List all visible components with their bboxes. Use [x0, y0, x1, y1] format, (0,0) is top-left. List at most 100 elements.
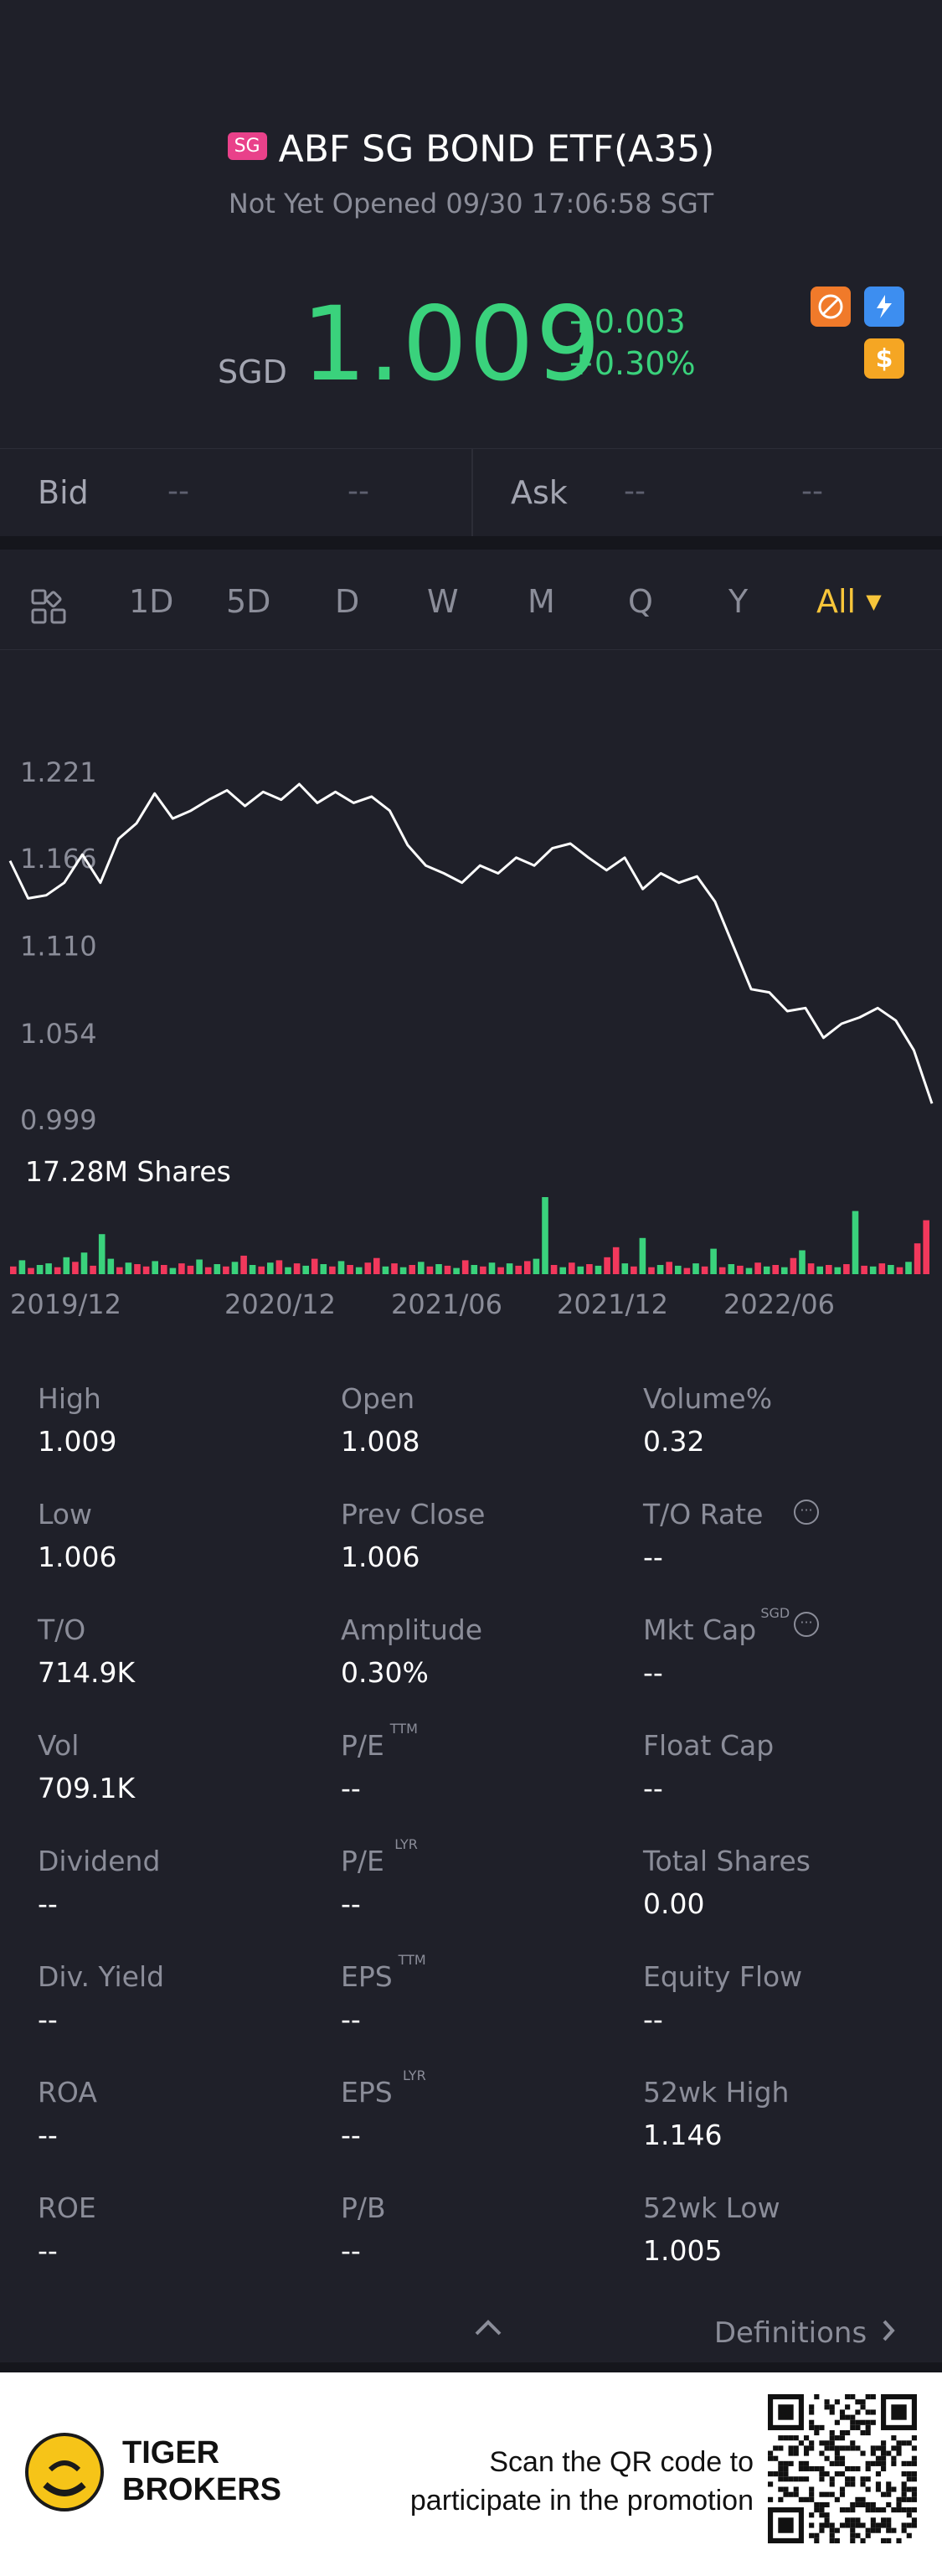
tiger-logo-icon	[25, 2433, 104, 2511]
definitions-link[interactable]: Definitions	[714, 2316, 896, 2350]
volume-bar	[772, 1265, 779, 1274]
metric-value: --	[341, 2234, 361, 2267]
volume-bar	[488, 1262, 496, 1274]
metric-label-text: ROA	[38, 2076, 97, 2109]
metric-label: EPS TTM	[341, 1952, 426, 1993]
volume-bar	[861, 1265, 867, 1274]
info-icon[interactable]: ···	[794, 1612, 819, 1637]
metric-label-text: EPS	[341, 1960, 393, 1993]
price-chart[interactable]: 1.221 1.166 1.110 1.054 0.999 17.28M Shares …	[0, 650, 942, 1337]
volume-bar	[621, 1263, 629, 1274]
volume-bar	[710, 1248, 717, 1274]
metric-label-text: Prev Close	[341, 1498, 486, 1531]
metric-label: Amplitude	[341, 1613, 482, 1646]
volume-bar	[98, 1234, 106, 1274]
metric-label-sup: SGD	[760, 1605, 790, 1621]
metric-52wk-low: 52wk Low 1.005	[643, 2191, 928, 2267]
tab-year[interactable]: Y	[728, 583, 749, 620]
metric-value: 1.006	[38, 1541, 117, 1573]
metric-label-text: Amplitude	[341, 1613, 483, 1646]
volume-bar	[63, 1257, 70, 1274]
metric-52wk-high: 52wk High 1.146	[643, 2076, 928, 2151]
chevron-up-icon[interactable]	[473, 2308, 503, 2345]
metric-label-text: Vol	[38, 1729, 80, 1762]
volume-bar	[807, 1263, 815, 1274]
volume-bar	[852, 1211, 859, 1274]
quote-header: SG ABF SG BOND ETF(A35) Not Yet Opened 09…	[0, 0, 942, 448]
lightning-icon[interactable]	[864, 287, 904, 327]
metric-label: 52wk High	[643, 2076, 789, 2109]
metric-value: --	[643, 2003, 663, 2036]
tab-5d[interactable]: 5D	[226, 583, 271, 620]
market-badge: SG	[227, 132, 267, 160]
metric-value: --	[643, 1656, 663, 1689]
tab-1d[interactable]: 1D	[129, 583, 174, 620]
volume-bar	[125, 1262, 132, 1274]
metric-label-text: 52wk High	[643, 2076, 790, 2109]
ask-panel: Ask -- --	[471, 449, 942, 537]
y-tick-label: 1.110	[20, 931, 97, 963]
brand-line-1: TIGER	[122, 2435, 220, 2470]
metric-label: 52wk Low	[643, 2191, 780, 2224]
tab-all[interactable]: All ▼	[816, 583, 882, 620]
metric-label-sup: TTM	[398, 1952, 426, 1968]
volume-bar	[54, 1267, 61, 1274]
metric-value: --	[341, 1887, 361, 1920]
volume-bar	[72, 1262, 79, 1274]
metric-roe: ROE --	[38, 2191, 322, 2267]
metric-label: Float Cap	[643, 1729, 774, 1762]
x-tick-label: 2021/06	[391, 1288, 502, 1320]
volume-bar	[763, 1266, 770, 1274]
volume-bar	[692, 1263, 699, 1274]
ask-label: Ask	[511, 474, 568, 511]
volume-label: 17.28M Shares	[25, 1155, 231, 1188]
tab-week[interactable]: W	[427, 583, 459, 620]
metric-label-text: P/E	[341, 1729, 384, 1762]
volume-bar	[869, 1266, 877, 1274]
metric-label: ROA	[38, 2076, 97, 2109]
brand-line-2: BROKERS	[122, 2472, 282, 2507]
layout-grid-icon[interactable]	[30, 588, 67, 625]
no-short-icon[interactable]	[811, 287, 851, 327]
metric-dividend: Dividend --	[38, 1845, 322, 1920]
metric-label-text: P/B	[341, 2191, 386, 2224]
metric-label: P/E TTM	[341, 1721, 418, 1762]
metric-equity-flow: Equity Flow --	[643, 1960, 928, 2036]
volume-bar	[648, 1267, 655, 1274]
metric-label-text: High	[38, 1382, 101, 1415]
volume-bar	[675, 1265, 682, 1274]
metric-label-text: Float Cap	[643, 1729, 775, 1762]
volume-bar	[515, 1265, 522, 1274]
metric-high: High 1.009	[38, 1382, 322, 1458]
volume-bar	[90, 1265, 96, 1274]
metric-open: Open 1.008	[341, 1382, 625, 1458]
volume-bar	[923, 1220, 929, 1274]
x-tick-label: 2022/06	[723, 1288, 835, 1320]
metric-vol: Vol 709.1K	[38, 1729, 322, 1804]
volume-bar	[178, 1263, 185, 1274]
tab-day[interactable]: D	[335, 583, 360, 620]
volume-bar	[337, 1261, 345, 1274]
info-icon[interactable]: ···	[794, 1500, 819, 1525]
volume-bar	[781, 1267, 788, 1274]
volume-bar	[329, 1266, 336, 1274]
volume-bar	[533, 1258, 540, 1274]
volume-bar	[631, 1266, 637, 1274]
metric-t-o: T/O 714.9K	[38, 1613, 322, 1689]
footer-nav: Definitions	[0, 2295, 942, 2362]
metric-roa: ROA --	[38, 2076, 322, 2151]
dollar-icon[interactable]: $	[864, 338, 904, 379]
volume-bar	[285, 1267, 291, 1274]
metric-label: Mkt Cap SGD	[643, 1605, 790, 1646]
metric-t-o-rate: T/O Rate --	[643, 1498, 928, 1573]
promo-line-2: participate in the promotion	[409, 2485, 754, 2517]
price-change-pct: +0.30%	[568, 345, 696, 382]
tab-quarter[interactable]: Q	[628, 583, 653, 620]
tab-month[interactable]: M	[528, 583, 555, 620]
volume-bar	[80, 1252, 88, 1274]
volume-bar	[409, 1265, 415, 1274]
metric-label: Open	[341, 1382, 414, 1415]
metric-label-sup: LYR	[394, 1836, 418, 1852]
ask-price: --	[624, 474, 646, 508]
